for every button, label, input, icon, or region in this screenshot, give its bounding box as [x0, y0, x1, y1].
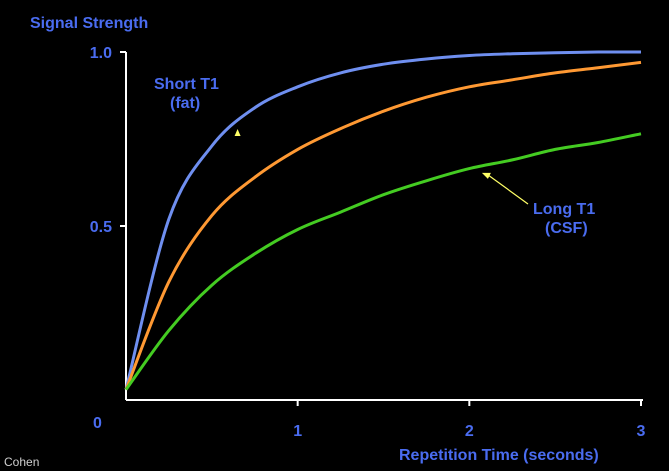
series-line-intermediate — [124, 60, 642, 391]
x-tick-label: 2 — [465, 423, 474, 440]
y-tick-label: 1.0 — [90, 45, 112, 62]
annotation-short-t1-line1: Short T1 — [154, 76, 219, 93]
x-tick-label: 1 — [293, 423, 302, 440]
annotation-short-t1-arrow — [234, 128, 241, 136]
annotation-long-t1-arrow-head — [481, 172, 491, 179]
y-ticks: 0.5 1.0 — [90, 45, 126, 236]
annotation-long-t1-line2: (CSF) — [545, 220, 588, 237]
credit-text: Cohen — [4, 455, 39, 469]
annotation-long-t1-line1: Long T1 — [533, 201, 595, 218]
x-axis-title: Repetition Time (seconds) — [399, 447, 599, 464]
y-tick-label: 0.5 — [90, 219, 112, 236]
series-line-short-t1 — [124, 50, 642, 390]
y-axis-title: Signal Strength — [30, 15, 148, 32]
series-line-long-t1 — [124, 132, 642, 391]
origin-tick-label: 0 — [93, 415, 102, 432]
x-tick-label: 3 — [637, 423, 646, 440]
series-group — [124, 50, 642, 391]
x-ticks: 1 2 3 — [293, 400, 646, 440]
annotation-short-t1-line2: (fat) — [170, 95, 200, 112]
annotation-long-t1-arrow-line — [487, 174, 529, 205]
annotations: Short T1 (fat) Long T1 (CSF) — [154, 76, 595, 237]
